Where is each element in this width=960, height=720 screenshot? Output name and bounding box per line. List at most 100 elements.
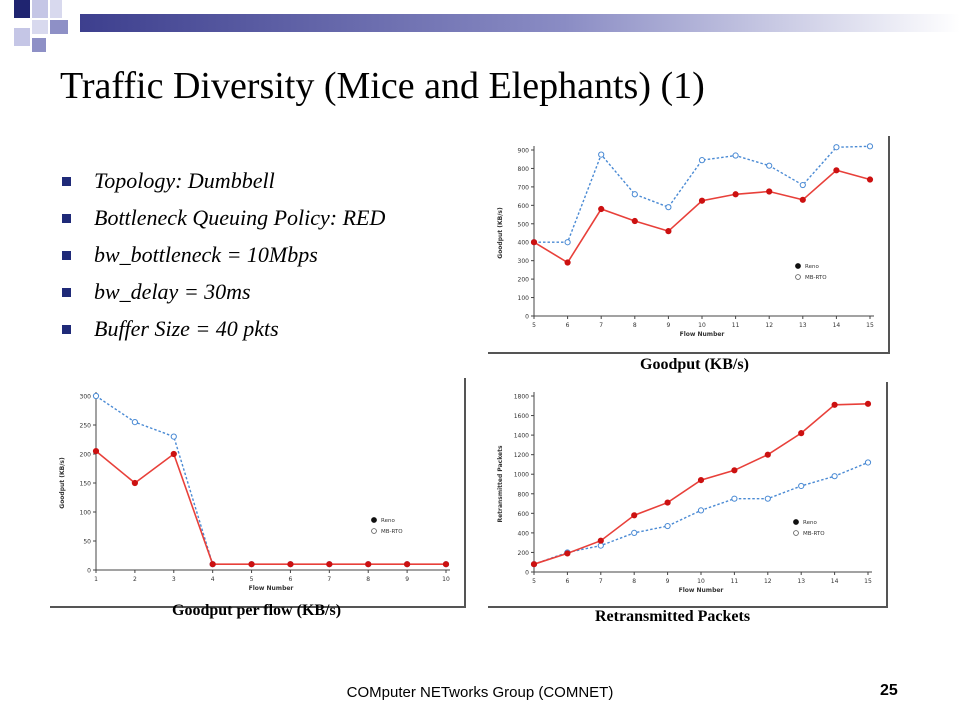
x-tick-label: 8 (632, 578, 636, 585)
x-tick-label: 13 (797, 578, 805, 585)
chart-caption: Retransmitted Packets (595, 608, 751, 625)
y-tick-label: 500 (518, 221, 530, 228)
x-tick-label: 14 (833, 322, 841, 329)
point-reno (698, 197, 706, 204)
y-tick-label: 300 (80, 394, 92, 401)
x-tick-label: 5 (250, 576, 254, 583)
point-mbrto (564, 239, 571, 246)
x-tick-label: 7 (327, 576, 331, 583)
y-axis-label: Goodput (KB/s) (59, 457, 66, 509)
point-reno (365, 561, 372, 568)
y-tick-label: 900 (518, 148, 530, 155)
bullet-text: bw_bottleneck = 10Mbps (94, 242, 318, 267)
y-tick-label: 150 (80, 481, 92, 488)
x-tick-label: 14 (831, 578, 839, 585)
x-tick-label: 7 (599, 578, 603, 585)
point-mbrto (764, 495, 771, 502)
chart-caption: Goodput per flow (KB/s) (172, 602, 342, 619)
corner-square (32, 0, 48, 18)
x-axis-label: Flow Number (249, 585, 294, 592)
point-mbrto (697, 507, 705, 514)
bullet-marker (62, 288, 71, 297)
legend-marker-mbrto (793, 530, 799, 536)
x-tick-label: 2 (133, 576, 137, 583)
legend-label-reno: Reno (805, 264, 819, 270)
bullet-text: bw_delay = 30ms (94, 279, 251, 304)
chart-goodput-svg: 0 100 200 300 400 500 600 700 800 900 5 6 7 8 9 10 11 12 1… (497, 143, 874, 338)
corner-square (32, 20, 48, 34)
point-reno (564, 550, 571, 557)
y-tick-label: 1200 (514, 452, 529, 459)
bullet-marker (62, 325, 71, 334)
point-reno (697, 476, 705, 484)
y-axis-label: Goodput (KB/s) (497, 207, 504, 259)
point-mbrto (631, 529, 638, 536)
point-reno (564, 259, 571, 266)
legend-marker-mbrto (795, 274, 801, 280)
bullet-item: bw_bottleneck = 10Mbps (60, 242, 385, 279)
series-mbrto-line (95, 395, 446, 565)
x-tick-label: 5 (532, 322, 536, 329)
point-reno (404, 561, 411, 568)
point-mbrto (799, 181, 806, 189)
point-reno (92, 448, 100, 455)
series-reno-line (533, 169, 871, 264)
corner-square (50, 20, 68, 34)
y-tick-label: 400 (518, 530, 530, 537)
point-reno (731, 467, 738, 474)
legend-label-mbrto: MB-RTO (803, 531, 825, 537)
legend-marker-reno (795, 263, 801, 269)
y-tick-label: 250 (80, 423, 92, 430)
y-tick-label: 300 (518, 258, 530, 265)
point-mbrto (798, 482, 805, 490)
series-reno-line (95, 450, 446, 565)
title-bar-decoration (80, 14, 960, 32)
chart-goodput: 0 100 200 300 400 500 600 700 800 900 5 6 7 8 9 10 11 12 1… (488, 136, 890, 354)
point-mbrto (598, 151, 605, 158)
point-mbrto (732, 152, 739, 159)
point-mbrto (664, 522, 671, 530)
bullet-text: Topology: Dumbbell (94, 168, 275, 193)
point-reno (326, 561, 333, 568)
bullet-item: Buffer Size = 40 pkts (60, 316, 385, 353)
point-reno (799, 196, 806, 203)
point-mbrto (665, 204, 672, 211)
x-tick-label: 6 (289, 576, 293, 583)
point-reno (798, 430, 805, 437)
bullet-item: Bottleneck Queuing Policy: RED (60, 205, 385, 242)
x-tick-label: 11 (732, 322, 740, 329)
bullet-marker (62, 177, 71, 186)
point-reno (631, 217, 638, 225)
legend-marker-reno (793, 519, 799, 525)
y-tick-label: 1000 (514, 472, 529, 479)
x-tick-label: 1 (94, 576, 98, 583)
y-tick-label: 100 (518, 295, 530, 302)
point-reno (170, 450, 177, 458)
series-reno-line (533, 403, 869, 565)
y-tick-label: 1600 (514, 413, 529, 420)
y-tick-label: 800 (518, 166, 530, 173)
y-tick-label: 600 (518, 511, 530, 518)
y-tick-label: 0 (525, 314, 529, 321)
x-tick-label: 13 (799, 322, 807, 329)
chart-retransmitted-svg: 0 200 400 600 800 1000 1200 1400 1600 1800 5 6 7 8 9 10… (497, 392, 872, 594)
point-mbrto (131, 419, 138, 426)
x-tick-label: 12 (765, 322, 773, 329)
x-tick-label: 6 (566, 322, 570, 329)
legend-label-reno: Reno (381, 518, 395, 524)
y-tick-label: 50 (83, 539, 91, 546)
y-tick-label: 1800 (514, 394, 529, 401)
y-tick-label: 0 (525, 570, 529, 577)
point-reno (833, 167, 840, 174)
x-tick-label: 6 (565, 578, 569, 585)
y-tick-label: 200 (80, 452, 92, 459)
point-reno (831, 401, 838, 408)
y-tick-label: 400 (518, 240, 530, 247)
point-reno (442, 561, 450, 568)
x-axis-label: Flow Number (680, 331, 725, 338)
y-tick-label: 0 (87, 568, 91, 575)
y-tick-label: 600 (518, 203, 530, 210)
point-reno (597, 537, 604, 544)
series-mbrto-line (534, 145, 871, 243)
y-tick-label: 700 (518, 184, 530, 191)
